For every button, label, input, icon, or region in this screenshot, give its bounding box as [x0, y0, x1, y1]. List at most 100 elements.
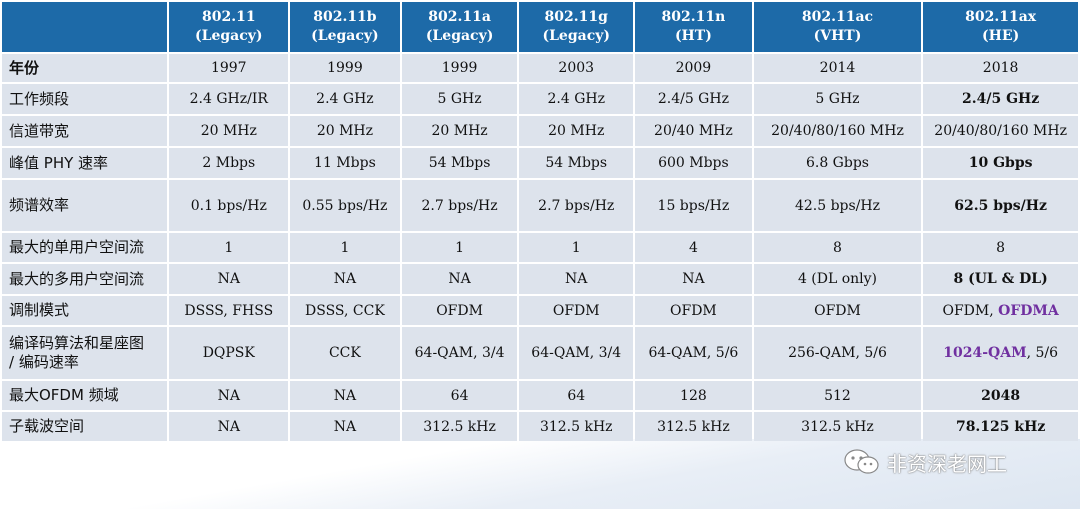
table-cell: 20/40/80/160 MHz	[753, 116, 922, 146]
table-cell: 2009	[635, 54, 752, 82]
table-cell: 312.5 kHz	[753, 412, 922, 441]
table-cell: 2003	[519, 54, 634, 82]
header-corner	[2, 2, 168, 52]
table-cell: 128	[635, 381, 752, 410]
table-cell: 2.7 bps/Hz	[519, 180, 634, 231]
header-80211g: 802.11g (Legacy)	[519, 2, 634, 52]
table-row-mu-streams: 最大的多用户空间流 NA NA NA NA NA 4 (DL only) 8 (…	[2, 264, 1078, 294]
table-cell: OFDM	[635, 296, 752, 325]
table-cell: 20/40 MHz	[635, 116, 752, 146]
table-cell: 1	[519, 233, 634, 262]
row-label: 工作频段	[2, 84, 168, 114]
table-cell-highlight: 62.5 bps/Hz	[923, 180, 1078, 231]
table-cell: 64-QAM, 3/4	[401, 327, 518, 379]
row-label: 调制模式	[2, 296, 168, 325]
table-row-subcarrier-spacing: 子载波空间 NA NA 312.5 kHz 312.5 kHz 312.5 kH…	[2, 412, 1078, 441]
table-cell: CCK	[290, 327, 400, 379]
table-cell: 0.55 bps/Hz	[290, 180, 400, 231]
header-80211a: 802.11a (Legacy)	[401, 2, 518, 52]
row-label: 最大OFDM 频域	[2, 381, 168, 410]
table-cell: NA	[290, 412, 400, 441]
table-cell: NA	[401, 264, 518, 294]
table-cell: 1	[290, 233, 400, 262]
table-cell: 2.4/5 GHz	[635, 84, 752, 114]
table-cell: 20 MHz	[290, 116, 400, 146]
table-cell: 5 GHz	[401, 84, 518, 114]
table-cell: 4	[635, 233, 752, 262]
table-cell-highlight: 8 (UL & DL)	[923, 264, 1078, 294]
table-cell: NA	[290, 381, 400, 410]
table-cell: 1999	[290, 54, 400, 82]
table-cell: 8	[923, 233, 1078, 262]
table-cell: DQPSK	[169, 327, 289, 379]
table-cell-mixed: OFDM, OFDMA	[923, 296, 1078, 325]
table-cell: NA	[169, 264, 289, 294]
table-cell: 2018	[923, 54, 1078, 82]
table-cell: 1	[401, 233, 518, 262]
wechat-icon	[843, 448, 881, 476]
table-cell: 42.5 bps/Hz	[753, 180, 922, 231]
table-cell: 20 MHz	[401, 116, 518, 146]
table-cell: 11 Mbps	[290, 148, 400, 178]
table-cell: 512	[753, 381, 922, 410]
table-cell: 312.5 kHz	[401, 412, 518, 441]
table-cell: 256-QAM, 5/6	[753, 327, 922, 379]
table-cell-highlight: 2048	[923, 381, 1078, 410]
table-row-su-streams: 最大的单用户空间流 1 1 1 1 4 8 8	[2, 233, 1078, 262]
table-cell: 600 Mbps	[635, 148, 752, 178]
table-cell: 1997	[169, 54, 289, 82]
table-cell: NA	[290, 264, 400, 294]
wifi-standards-table: 802.11 (Legacy) 802.11b (Legacy) 802.11a (L…	[2, 2, 1078, 441]
table-cell: 312.5 kHz	[635, 412, 752, 441]
table-row-bandwidth: 信道带宽 20 MHz 20 MHz 20 MHz 20 MHz 20/40 M…	[2, 116, 1078, 146]
table-row-modulation: 调制模式 DSSS, FHSS DSSS, CCK OFDM OFDM OFDM…	[2, 296, 1078, 325]
table-cell: DSSS, FHSS	[169, 296, 289, 325]
table-cell: 20 MHz	[169, 116, 289, 146]
table-cell: NA	[635, 264, 752, 294]
table-cell: NA	[169, 412, 289, 441]
table-row-year: 年份 1997 1999 1999 2003 2009 2014 2018	[2, 54, 1078, 82]
table-cell: DSSS, CCK	[290, 296, 400, 325]
table-row-spectral-efficiency: 频谱效率 0.1 bps/Hz 0.55 bps/Hz 2.7 bps/Hz 2…	[2, 180, 1078, 231]
header-80211ax: 802.11ax (HE)	[923, 2, 1078, 52]
table-cell: 0.1 bps/Hz	[169, 180, 289, 231]
header-80211ac: 802.11ac (VHT)	[753, 2, 922, 52]
table-cell: 54 Mbps	[519, 148, 634, 178]
table-row-peak-rate: 峰值 PHY 速率 2 Mbps 11 Mbps 54 Mbps 54 Mbps…	[2, 148, 1078, 178]
table-cell: 312.5 kHz	[519, 412, 634, 441]
header-80211n: 802.11n (HT)	[635, 2, 752, 52]
table-row-band: 工作频段 2.4 GHz/IR 2.4 GHz 5 GHz 2.4 GHz 2.…	[2, 84, 1078, 114]
table-cell: OFDM	[519, 296, 634, 325]
row-label: 年份	[2, 54, 168, 82]
table-cell: 5 GHz	[753, 84, 922, 114]
table-cell-mixed: 1024-QAM, 5/6	[923, 327, 1078, 379]
watermark-text: 非资深老网工	[887, 451, 1007, 476]
table-cell: 15 bps/Hz	[635, 180, 752, 231]
table-cell: 54 Mbps	[401, 148, 518, 178]
table-cell: 64	[519, 381, 634, 410]
row-label: 编译码算法和星座图 / 编码速率	[2, 327, 168, 379]
table-cell: 64-QAM, 3/4	[519, 327, 634, 379]
table-cell: 2 Mbps	[169, 148, 289, 178]
header-80211b: 802.11b (Legacy)	[290, 2, 400, 52]
background-swoosh	[0, 439, 1080, 509]
table-cell-highlight: 2.4/5 GHz	[923, 84, 1078, 114]
table-cell: NA	[169, 381, 289, 410]
table-cell: NA	[519, 264, 634, 294]
row-label: 最大的单用户空间流	[2, 233, 168, 262]
table-cell: 2.4 GHz	[519, 84, 634, 114]
header-row: 802.11 (Legacy) 802.11b (Legacy) 802.11a (L…	[2, 2, 1078, 52]
row-label: 最大的多用户空间流	[2, 264, 168, 294]
table-cell: 6.8 Gbps	[753, 148, 922, 178]
table-cell: 20/40/80/160 MHz	[923, 116, 1078, 146]
table-cell: 2.4 GHz/IR	[169, 84, 289, 114]
header-80211: 802.11 (Legacy)	[169, 2, 289, 52]
row-label: 信道带宽	[2, 116, 168, 146]
row-label: 子载波空间	[2, 412, 168, 441]
row-label: 峰值 PHY 速率	[2, 148, 168, 178]
table-cell: 2.4 GHz	[290, 84, 400, 114]
table-cell: 1999	[401, 54, 518, 82]
table-cell: 2.7 bps/Hz	[401, 180, 518, 231]
table-cell: 2014	[753, 54, 922, 82]
table-row-coding: 编译码算法和星座图 / 编码速率 DQPSK CCK 64-QAM, 3/4 64…	[2, 327, 1078, 379]
